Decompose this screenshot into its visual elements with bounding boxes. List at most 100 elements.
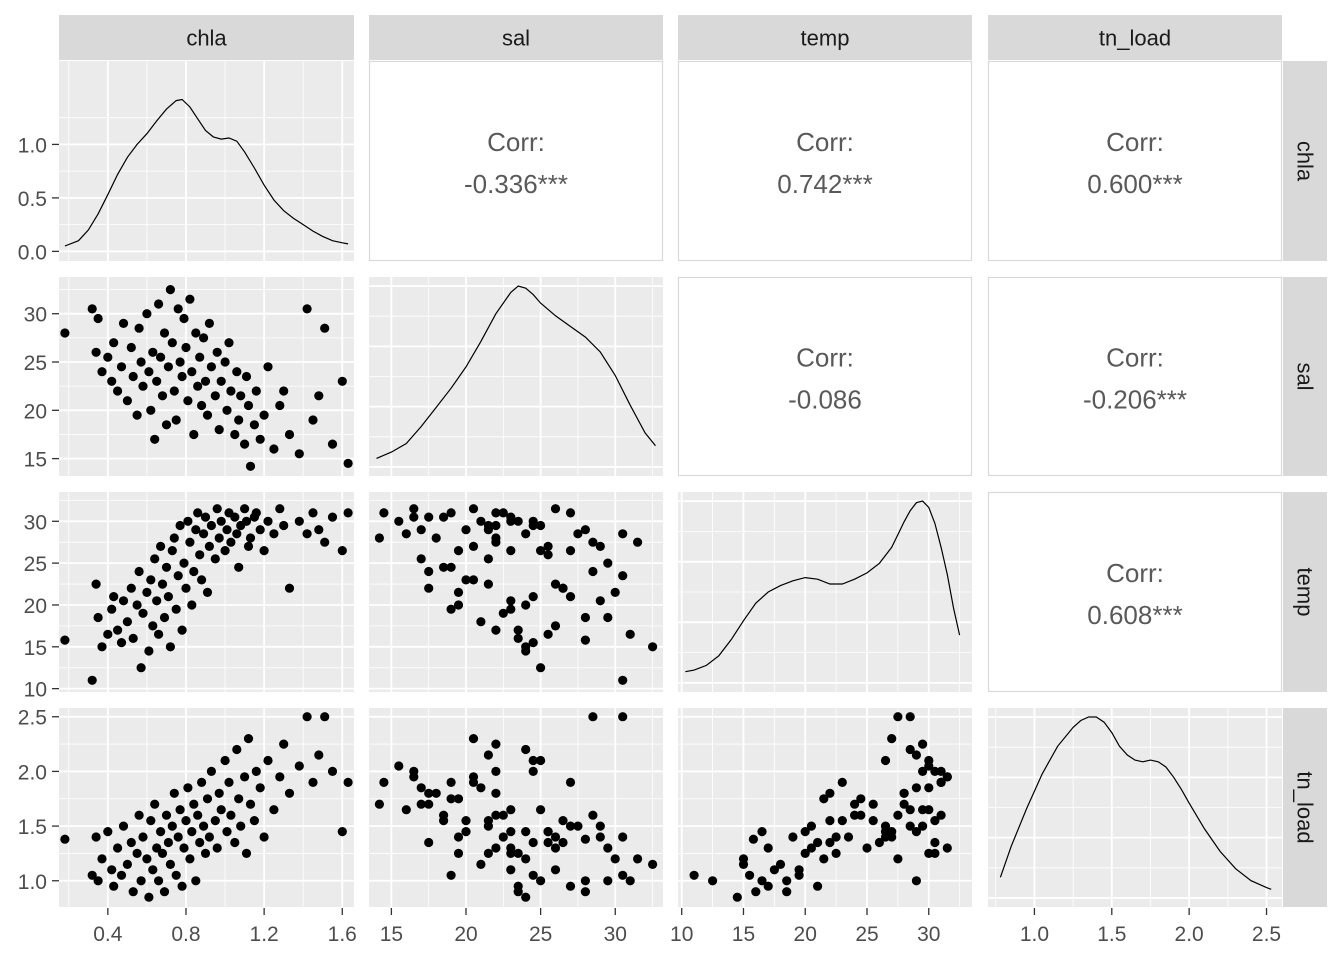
point-chla-tn_load [87, 870, 97, 880]
point-chla-tn_load [245, 799, 256, 809]
y-tick-label: 1.5 [18, 816, 47, 839]
point-chla-tn_load [154, 876, 164, 886]
point-chla-temp [202, 587, 213, 598]
point-sal-tn_load [618, 870, 628, 880]
point-chla-tn_load [320, 712, 330, 722]
point-temp-tn_load [887, 734, 897, 744]
point-chla-temp [138, 608, 148, 618]
point-chla-sal [152, 376, 162, 386]
point-chla-sal [314, 391, 324, 401]
point-temp-tn_load [813, 881, 823, 891]
point-sal-temp [416, 554, 426, 564]
strip-top-tn_load [988, 15, 1282, 60]
point-sal-tn_load [461, 816, 471, 826]
strip-label-right: tn_load [1293, 771, 1318, 843]
point-temp-tn_load [708, 876, 718, 886]
point-sal-tn_load [536, 876, 546, 886]
point-chla-temp [163, 592, 173, 602]
corr-label: Corr: [487, 127, 545, 157]
x-tick-label: 1.5 [1097, 923, 1126, 946]
point-sal-temp [536, 663, 546, 673]
point-chla-temp [118, 596, 129, 606]
y-tick-label: 20 [24, 595, 47, 618]
point-chla-tn_load [152, 843, 162, 853]
point-chla-temp [210, 554, 220, 564]
point-sal-tn_load [558, 837, 568, 848]
point-chla-temp [269, 529, 279, 539]
point-sal-temp [558, 583, 568, 593]
point-temp-tn_load [763, 881, 773, 891]
point-chla-tn_load [206, 766, 216, 777]
point-chla-sal [93, 313, 103, 324]
point-sal-tn_load [416, 799, 426, 809]
point-sal-tn_load [536, 805, 546, 815]
point-chla-tn_load [275, 772, 285, 782]
strip-right-temp [1283, 492, 1327, 692]
point-chla-temp [216, 516, 226, 526]
point-chla-tn_load [165, 859, 175, 870]
point-chla-temp [185, 537, 195, 547]
point-sal-temp [536, 546, 546, 556]
x-tick-label: 15 [732, 923, 755, 946]
point-chla-temp [245, 533, 256, 543]
point-sal-tn_load [580, 834, 591, 844]
point-sal-tn_load [633, 854, 643, 864]
strip-top-temp [678, 15, 972, 60]
point-sal-temp [424, 583, 434, 593]
point-chla-tn_load [161, 810, 172, 820]
point-chla-sal [284, 429, 295, 440]
point-sal-temp [374, 533, 384, 543]
point-sal-temp [625, 629, 635, 639]
point-sal-temp [476, 617, 486, 627]
point-sal-tn_load [453, 848, 464, 859]
point-sal-tn_load [521, 827, 531, 837]
point-sal-temp [506, 516, 516, 526]
point-sal-tn_load [379, 777, 389, 788]
point-chla-sal [195, 352, 205, 362]
point-chla-temp [187, 600, 197, 610]
point-sal-tn_load [550, 865, 561, 875]
point-chla-sal [97, 367, 107, 377]
point-temp-tn_load [745, 870, 755, 880]
point-sal-tn_load [528, 837, 538, 848]
point-sal-temp [491, 520, 501, 531]
axes: 0.0 0.5 1.0 15 20 25 30 10 15 20 25 30 1.0 1.5 2.0 2.5 0… [18, 134, 1281, 946]
point-chla-temp [327, 512, 338, 522]
x-tick-label: 0.8 [171, 923, 200, 946]
strip-right-chla [1283, 61, 1327, 261]
point-sal-temp [603, 558, 613, 568]
point-chla-temp [230, 512, 240, 522]
point-temp-tn_load [757, 876, 767, 886]
point-temp-tn_load [905, 744, 915, 755]
point-temp-tn_load [825, 837, 835, 848]
x-tick-label: 20 [794, 923, 817, 946]
point-chla-sal [175, 357, 185, 367]
point-chla-tn_load [199, 821, 209, 831]
point-sal-temp [565, 508, 576, 518]
point-chla-sal [222, 405, 232, 415]
point-sal-tn_load [424, 837, 434, 848]
point-temp-tn_load [918, 821, 928, 831]
point-chla-tn_load [150, 799, 160, 809]
point-chla-sal [187, 367, 197, 377]
point-chla-tn_load [251, 766, 261, 777]
point-sal-temp [633, 537, 643, 547]
point-temp-tn_load [732, 892, 742, 902]
point-chla-tn_load [107, 865, 117, 875]
point-chla-tn_load [156, 827, 166, 837]
point-sal-tn_load [446, 870, 456, 880]
point-chla-temp [279, 520, 289, 531]
point-chla-tn_load [212, 843, 222, 853]
point-chla-tn_load [214, 788, 224, 798]
point-sal-tn_load [558, 816, 568, 826]
point-temp-tn_load [905, 712, 915, 722]
point-sal-tn_load [483, 750, 493, 760]
point-temp-tn_load [924, 805, 934, 815]
point-sal-temp [506, 604, 516, 614]
point-chla-temp [134, 566, 144, 577]
point-chla-temp [251, 508, 261, 518]
point-chla-temp [146, 575, 156, 585]
point-sal-tn_load [565, 821, 576, 831]
point-sal-temp [580, 612, 591, 623]
strip-top-sal [369, 15, 663, 60]
